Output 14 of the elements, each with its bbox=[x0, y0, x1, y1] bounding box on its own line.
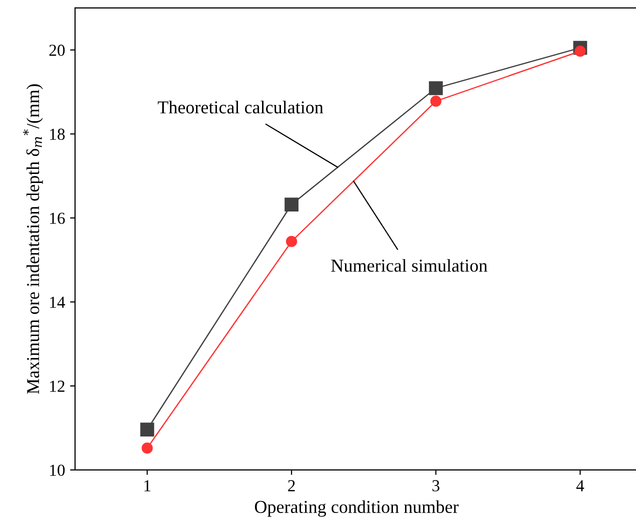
y-tick-label: 16 bbox=[50, 212, 65, 224]
x-tick-label: 2 bbox=[288, 480, 295, 492]
text: Numerical simulation bbox=[331, 259, 488, 272]
x-tick-label: 3 bbox=[432, 480, 440, 492]
y-tick-label: 12 bbox=[50, 380, 64, 392]
y-tick-label: 14 bbox=[50, 296, 66, 308]
y-tick-label: 20 bbox=[49, 44, 65, 56]
y-tick-label: 10 bbox=[50, 464, 65, 476]
text: Theoretical calculation bbox=[158, 100, 324, 114]
x-tick-label: 1 bbox=[144, 480, 150, 492]
y-tick-label: 18 bbox=[50, 128, 65, 140]
x-tick-label: 4 bbox=[576, 480, 584, 492]
y-axis-title: Maximum ore indentation depth δ$_{m}$$^{*}$/(mm) bbox=[23, 84, 43, 394]
x-axis-title: Operating condition number bbox=[254, 500, 459, 517]
